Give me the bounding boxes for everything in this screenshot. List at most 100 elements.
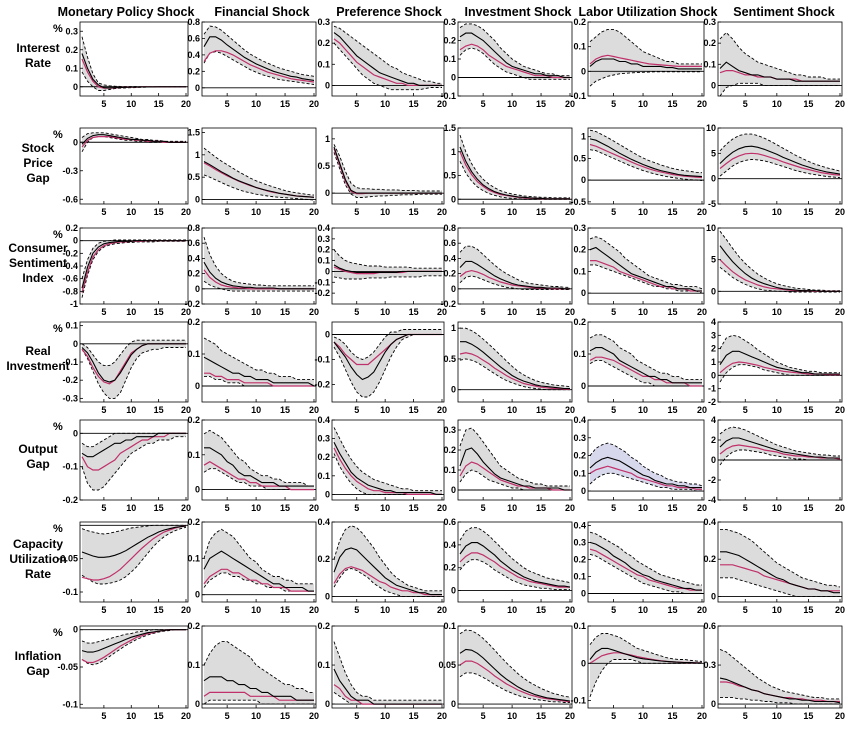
x-tick-label: 20 — [697, 711, 707, 721]
x-tick-label: 15 — [536, 405, 546, 415]
x-tick-label: 15 — [803, 711, 813, 721]
confidence-band — [590, 532, 702, 594]
alternative-response-line — [589, 143, 703, 179]
column-title: Financial Shock — [214, 5, 309, 19]
upper-bound-line — [203, 528, 314, 585]
upper-bound-line — [81, 239, 186, 279]
row-label: Real — [25, 344, 50, 358]
median-response-line — [333, 32, 442, 86]
alternative-response-line — [459, 552, 570, 588]
median-response-line — [203, 261, 314, 290]
x-tick-label: 5 — [101, 99, 106, 109]
y-tick-label: -0.2 — [62, 375, 78, 385]
x-tick-label: 20 — [697, 503, 707, 513]
x-tick-label: 15 — [803, 405, 813, 415]
y-tick-label: 1.5 — [443, 123, 456, 133]
irf-panel: 420-2-45 10 15 20 — [708, 415, 845, 513]
median-response-line — [719, 61, 840, 82]
irf-panel: -0.05 -0.1 5 10 15 20 — [57, 521, 191, 615]
irf-panel: 1 0.5 0 5 10 15 20 — [443, 321, 575, 415]
y-tick-label: -0.3 — [62, 166, 78, 176]
x-tick-label: 10 — [772, 307, 782, 317]
upper-bound-line — [459, 134, 570, 199]
irf-panel: 0.4 0.3 0.2 0.1 0 5 10 15 20 — [573, 415, 707, 513]
upper-bound-line — [333, 525, 442, 592]
x-tick-label: 15 — [154, 99, 164, 109]
lower-bound-line — [333, 42, 442, 91]
confidence-band — [334, 641, 442, 705]
row-labels: %InterestRate%StockPriceGap%ConsumerSent… — [6, 23, 69, 678]
median-response-line — [203, 676, 314, 701]
x-tick-label: 20 — [697, 99, 707, 109]
alternative-response-line — [459, 660, 571, 703]
x-tick-label: 10 — [251, 207, 261, 217]
irf-panel: 0.8 0.6 0.4 0.2 0 -0.2 5 10 15 20 — [184, 223, 319, 317]
irf-panel: 10 5 0 -5 5 10 15 20 — [706, 123, 845, 217]
x-tick-label: 10 — [638, 207, 648, 217]
alternative-response-line — [719, 152, 841, 176]
y-tick-label: 0 — [451, 73, 456, 83]
y-tick-label: 0 — [711, 370, 716, 380]
x-tick-label: 20 — [565, 405, 575, 415]
lower-bound-line — [333, 568, 442, 597]
lower-bound-line — [81, 629, 186, 666]
y-tick-label: -0.5 — [570, 197, 586, 207]
x-tick-label: 5 — [354, 99, 359, 109]
upper-bound-line — [460, 327, 571, 388]
y-tick-label: 0.1 — [187, 450, 200, 460]
y-tick-label: 0.1 — [573, 42, 586, 52]
x-tick-label: 5 — [354, 207, 359, 217]
x-tick-label: 15 — [409, 503, 419, 513]
x-tick-label: 20 — [181, 605, 191, 615]
y-tick-label: -0.1 — [570, 696, 586, 706]
x-tick-label: 20 — [181, 307, 191, 317]
lower-bound-line — [203, 51, 315, 85]
y-tick-label: 0.1 — [187, 349, 200, 359]
median-response-line — [459, 542, 571, 588]
y-tick-label: 0 — [73, 137, 78, 147]
row-label: Rate — [25, 56, 51, 70]
x-tick-label: 10 — [638, 605, 648, 615]
irf-panel: 0.1 0 -0.1 -0.2 -0.3 5 10 15 20 — [62, 321, 191, 415]
x-tick-label: 20 — [437, 503, 447, 513]
median-response-line — [459, 648, 571, 702]
x-tick-label: 15 — [668, 307, 678, 317]
unit-label: % — [53, 421, 63, 433]
median-response-line — [81, 525, 187, 558]
y-tick-label: 0.4 — [187, 253, 200, 263]
y-tick-label: 0.2 — [573, 245, 586, 255]
x-tick-label: 5 — [354, 503, 359, 513]
median-response-line — [333, 146, 442, 194]
y-tick-label: 0 — [325, 489, 330, 499]
alternative-response-line — [81, 432, 186, 471]
x-tick-label: 10 — [380, 605, 390, 615]
x-tick-label: 15 — [409, 99, 419, 109]
irf-panel: 0.1 0.05 0 5 10 15 20 — [438, 621, 575, 721]
y-tick-label: 0 — [325, 80, 330, 90]
y-tick-label: 0 — [711, 455, 716, 465]
y-tick-label: 2 — [711, 344, 716, 354]
y-tick-label: 0.8 — [187, 17, 200, 27]
y-tick-label: -0.2 — [440, 299, 456, 309]
confidence-band — [334, 144, 442, 198]
y-tick-label: 0.2 — [187, 415, 200, 425]
y-tick-label: 0.05 — [438, 660, 456, 670]
y-tick-label: 5 — [711, 255, 716, 265]
confidence-band — [82, 36, 186, 91]
x-tick-label: 10 — [380, 405, 390, 415]
confidence-band — [334, 427, 442, 495]
y-tick-label: 0.3 — [443, 17, 456, 27]
alternative-response-line — [81, 525, 187, 581]
median-response-line — [81, 432, 186, 458]
lower-bound-line — [333, 152, 442, 198]
unit-label: % — [53, 129, 63, 141]
alternative-response-line — [459, 269, 570, 290]
upper-bound-line — [589, 531, 702, 586]
confidence-band — [204, 529, 314, 592]
irf-panel: 1.5 1 0.5 0 5 10 15 20 — [187, 127, 319, 217]
irf-panel: 0.2 0 -0.2 -0.4 -0.6 -0.8 -1 5 10 15 20 — [62, 223, 191, 317]
lower-bound-line — [459, 275, 570, 291]
median-response-line — [81, 343, 186, 383]
median-response-line — [81, 629, 186, 653]
unit-label: % — [53, 23, 63, 35]
